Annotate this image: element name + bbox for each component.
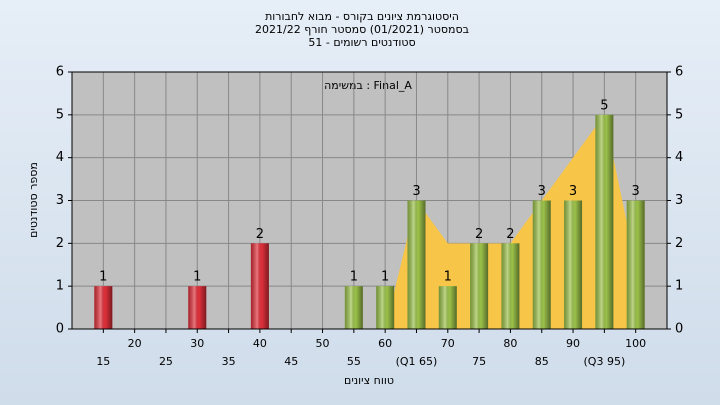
- x-tick-label: 75: [472, 355, 486, 368]
- y-tick-label: 6: [56, 65, 64, 80]
- bar-shade: [344, 286, 363, 329]
- x-tick-label: (Q1 65): [396, 355, 438, 368]
- data-label: 1: [381, 270, 389, 285]
- y-tick-label: 2: [56, 236, 64, 251]
- bar-shade: [376, 286, 395, 329]
- y-tick-label: 3: [56, 193, 64, 208]
- data-label: 2: [475, 227, 483, 242]
- plot-border: [71, 71, 668, 330]
- x-tick-label: 35: [222, 355, 236, 368]
- y-tick-label: 5: [56, 107, 64, 122]
- title-line: היסטוגרמת ציונים בקורס - מבוא לחבורות: [265, 10, 459, 23]
- bar-shade: [470, 243, 489, 329]
- data-label: 3: [412, 184, 420, 199]
- x-tick-label: 85: [535, 355, 549, 368]
- bar-shade: [188, 286, 207, 329]
- y2-tick-label: 4: [675, 150, 683, 165]
- data-label: 3: [569, 184, 577, 199]
- bar-shade: [564, 200, 583, 329]
- title-line: סטודנטים רשומים - 51: [308, 36, 415, 49]
- x-tick-label: 45: [284, 355, 298, 368]
- data-label: 2: [256, 227, 264, 242]
- x-tick-label: 100: [625, 337, 646, 350]
- x-tick-label: (Q3 95): [584, 355, 626, 368]
- data-label: 3: [632, 184, 640, 199]
- y2-tick-label: 1: [675, 279, 683, 294]
- data-label: 1: [350, 270, 358, 285]
- data-label: 3: [538, 184, 546, 199]
- data-label: 1: [444, 270, 452, 285]
- bar-shade: [438, 286, 457, 329]
- y-tick-label: 1: [56, 279, 64, 294]
- x-axis-label: טווח ציונים: [344, 374, 394, 387]
- x-tick-label: 30: [190, 337, 204, 350]
- bar-shade: [407, 200, 426, 329]
- y2-tick-label: 5: [675, 107, 683, 122]
- bar-shade: [532, 200, 551, 329]
- x-tick-label: 40: [253, 337, 267, 350]
- x-tick-label: 70: [441, 337, 455, 350]
- title-line: בסמסטר (01/2021) סמסטר חורף 2021/22: [255, 23, 469, 36]
- x-tick-label: 60: [378, 337, 392, 350]
- x-tick-label: 50: [316, 337, 330, 350]
- y2-tick-label: 3: [675, 193, 683, 208]
- x-tick-label: 25: [159, 355, 173, 368]
- bar-shade: [626, 200, 645, 329]
- y2-tick-label: 2: [675, 236, 683, 251]
- x-tick-label: 90: [566, 337, 580, 350]
- bar-shade: [501, 243, 520, 329]
- data-label: 5: [600, 98, 608, 113]
- y2-tick-label: 0: [675, 322, 683, 337]
- x-tick-label: 55: [347, 355, 361, 368]
- data-label: 1: [99, 270, 107, 285]
- y-tick-label: 4: [56, 150, 64, 165]
- x-tick-label: 15: [96, 355, 110, 368]
- bar-shade: [94, 286, 113, 329]
- x-tick-label: 20: [128, 337, 142, 350]
- data-label: 1: [193, 270, 201, 285]
- y2-tick-label: 6: [675, 65, 683, 80]
- bar-shade: [595, 114, 614, 329]
- bar-shade: [250, 243, 269, 329]
- x-tick-label: 80: [503, 337, 517, 350]
- data-label: 2: [506, 227, 514, 242]
- y-tick-label: 0: [56, 322, 64, 337]
- y-axis-label: מספר סטודנטים: [27, 162, 40, 238]
- annotation: במשימה : Final_A: [324, 79, 412, 92]
